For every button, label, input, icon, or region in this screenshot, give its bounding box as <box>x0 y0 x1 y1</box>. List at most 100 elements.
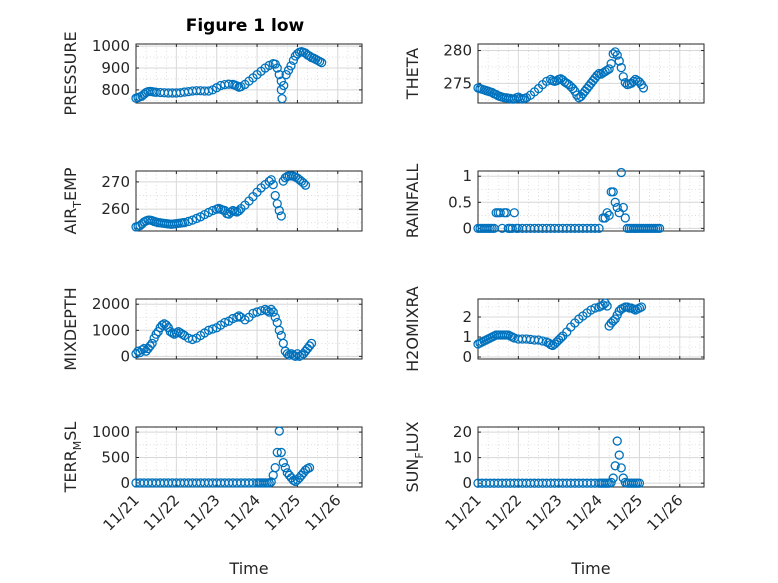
data-point <box>252 307 262 317</box>
data-point <box>187 334 198 345</box>
y-tick-label: 800 <box>101 81 130 99</box>
y-tick-label: 0 <box>120 474 130 492</box>
y-axis-label: SUNFLUX <box>403 421 426 492</box>
data-point <box>316 57 327 68</box>
data-point <box>262 306 272 316</box>
data-point <box>608 49 618 59</box>
data-point <box>272 317 282 328</box>
axes-frame <box>477 170 705 232</box>
y-tick-label: 280 <box>443 42 472 60</box>
x-tick-label: 11/26 <box>643 491 686 534</box>
y-axis-label: TERRMSL <box>61 422 84 494</box>
axes-frame <box>477 426 705 488</box>
data-point <box>304 463 315 473</box>
y-tick-label: 2000 <box>92 295 130 313</box>
data-point <box>636 302 647 312</box>
data-point <box>272 447 282 458</box>
y-tick-label: 900 <box>101 59 130 77</box>
x-tick-label: 11/24 <box>221 491 264 534</box>
data-series-terr-msl <box>131 426 315 488</box>
data-point <box>203 325 214 335</box>
data-point <box>288 55 299 66</box>
data-point <box>264 307 274 317</box>
x-tick-label: 11/25 <box>603 491 646 534</box>
data-point <box>568 83 578 94</box>
data-series-h2omixra <box>473 298 647 351</box>
data-point <box>612 436 622 446</box>
data-point <box>300 180 311 190</box>
data-point <box>191 213 202 224</box>
y-tick-label: 0.5 <box>448 193 472 211</box>
y-tick-label: 260 <box>101 200 130 218</box>
data-point <box>590 223 600 234</box>
data-point <box>306 338 317 348</box>
data-point <box>161 320 171 330</box>
y-tick-label: 0 <box>462 348 472 366</box>
axes-frame <box>477 298 705 360</box>
data-point <box>266 175 276 185</box>
y-tick-label: 2 <box>462 308 472 326</box>
data-point <box>612 50 622 60</box>
data-point <box>608 473 618 483</box>
data-point <box>298 178 309 188</box>
data-point <box>495 208 505 218</box>
subplot-terr-msl: 0 500 1000 TERRMSL 11/2111/2211/2311/2411/25… <box>61 422 363 578</box>
data-point <box>606 59 616 69</box>
data-point <box>277 93 287 104</box>
data-point <box>616 463 626 473</box>
data-point <box>610 197 620 207</box>
data-point <box>280 463 290 473</box>
x-tick-label: 11/22 <box>140 491 183 534</box>
data-point <box>556 333 566 343</box>
data-point <box>592 70 602 81</box>
data-point <box>598 300 608 310</box>
data-series-rainfall <box>473 167 665 234</box>
data-point <box>145 341 155 351</box>
data-point <box>266 304 276 315</box>
data-point <box>274 205 284 216</box>
data-point <box>183 216 194 227</box>
data-point <box>507 223 517 234</box>
subplot-mixdepth: 0 1000 2000 MIXDEPTH <box>61 287 363 371</box>
x-tick-label: 11/26 <box>301 491 344 534</box>
data-point <box>582 83 592 94</box>
data-point <box>278 457 288 468</box>
data-point <box>604 210 614 220</box>
x-tick-label: 11/24 <box>563 491 606 534</box>
data-point <box>274 426 284 436</box>
data-point <box>612 202 622 213</box>
data-point <box>139 343 149 354</box>
data-point <box>151 329 161 339</box>
subplot-sun-flux: 0 10 20 SUNFLUX 11/2111/2211/2311/2411/2511/… <box>403 421 705 578</box>
data-point <box>270 190 280 201</box>
data-point <box>634 478 645 488</box>
data-point <box>203 86 214 96</box>
data-point <box>274 69 284 80</box>
data-point <box>157 320 167 330</box>
data-point <box>638 83 649 93</box>
y-axis-label: THETA <box>403 48 422 100</box>
data-point <box>654 223 665 234</box>
subplot-air-temp: 260 270 AIRTEMP <box>61 167 363 235</box>
data-point <box>232 312 242 322</box>
x-tick-label: 11/21 <box>442 491 485 534</box>
data-point <box>580 86 590 96</box>
data-point <box>147 338 157 348</box>
y-tick-label: 0 <box>462 219 472 237</box>
data-point <box>171 328 182 338</box>
data-point <box>610 461 620 471</box>
data-point <box>620 213 630 223</box>
y-tick-label: 1 <box>462 167 472 185</box>
y-tick-label: 500 <box>101 449 130 467</box>
data-point <box>594 223 604 234</box>
data-point <box>614 56 624 66</box>
data-point <box>220 317 230 328</box>
x-tick-label: 11/25 <box>261 491 304 534</box>
y-tick-label: 10 <box>453 449 472 467</box>
data-point <box>606 477 616 488</box>
subplot-theta: 275 280 THETA <box>403 42 705 104</box>
data-point <box>234 206 244 216</box>
axes-frame <box>477 43 705 104</box>
